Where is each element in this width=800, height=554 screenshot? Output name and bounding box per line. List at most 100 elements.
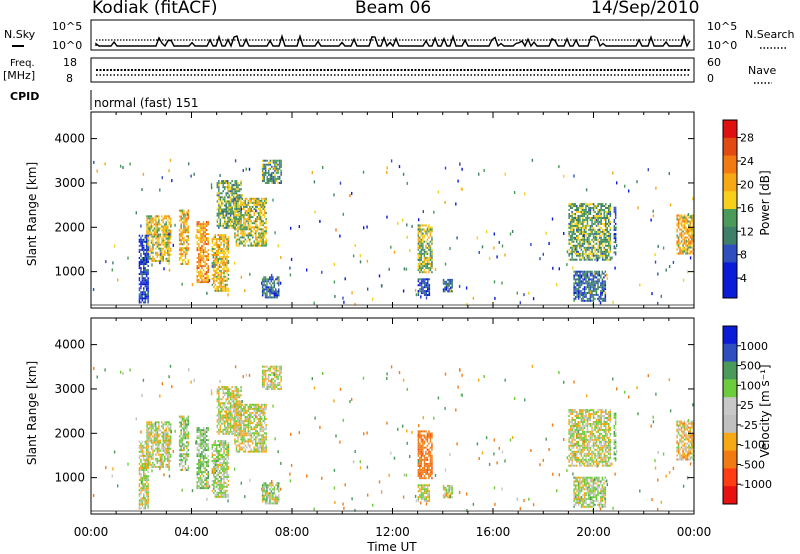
data-cell bbox=[224, 279, 227, 282]
data-cell bbox=[207, 439, 209, 442]
data-cell bbox=[244, 444, 247, 447]
data-cell bbox=[237, 184, 239, 187]
scatter-cell bbox=[558, 165, 560, 169]
data-cell bbox=[168, 429, 170, 432]
data-cell bbox=[419, 240, 421, 243]
data-cell bbox=[144, 252, 146, 255]
data-cell bbox=[140, 263, 142, 265]
data-cell bbox=[419, 238, 421, 241]
data-cell bbox=[158, 429, 160, 432]
data-cell bbox=[229, 192, 232, 195]
data-cell bbox=[196, 243, 198, 246]
data-cell bbox=[216, 462, 218, 464]
data-cell bbox=[423, 228, 426, 231]
data-cell bbox=[580, 293, 583, 296]
data-cell bbox=[240, 236, 242, 239]
data-cell bbox=[152, 243, 154, 246]
data-cell bbox=[216, 424, 219, 427]
data-cell bbox=[609, 232, 612, 235]
data-cell bbox=[216, 212, 219, 215]
data-cell bbox=[232, 398, 235, 401]
data-cell bbox=[156, 221, 159, 224]
data-cell bbox=[588, 290, 590, 293]
data-cell bbox=[216, 392, 219, 395]
data-cell bbox=[164, 245, 166, 248]
data-cell bbox=[219, 218, 222, 221]
data-cell bbox=[207, 471, 209, 474]
data-cell bbox=[205, 479, 208, 482]
data-cell bbox=[585, 276, 587, 279]
data-cell bbox=[260, 203, 263, 206]
data-cell bbox=[238, 442, 241, 445]
data-cell bbox=[603, 282, 605, 285]
data-cell bbox=[235, 430, 238, 433]
data-cell bbox=[585, 282, 587, 285]
data-cell bbox=[224, 275, 227, 278]
data-cell bbox=[227, 246, 230, 248]
data-cell bbox=[204, 263, 206, 266]
scatter-cell bbox=[160, 252, 162, 256]
data-cell bbox=[240, 386, 242, 389]
data-cell bbox=[149, 249, 151, 252]
data-cell bbox=[147, 239, 150, 242]
data-cell bbox=[218, 450, 221, 452]
data-cell bbox=[595, 224, 598, 227]
data-cell bbox=[186, 457, 188, 460]
data-cell bbox=[600, 293, 602, 296]
colorbar-swatch bbox=[723, 280, 737, 299]
data-cell bbox=[198, 427, 200, 430]
data-cell bbox=[218, 263, 221, 266]
data-cell bbox=[576, 248, 578, 251]
data-cell bbox=[218, 281, 221, 284]
data-cell bbox=[202, 279, 205, 282]
data-cell bbox=[431, 259, 433, 261]
data-cell bbox=[156, 243, 159, 246]
data-cell bbox=[153, 227, 156, 230]
data-cell bbox=[196, 431, 198, 434]
data-cell bbox=[604, 270, 607, 273]
data-cell bbox=[150, 251, 153, 254]
data-cell bbox=[243, 205, 245, 208]
data-cell bbox=[276, 276, 278, 279]
data-cell bbox=[249, 430, 251, 433]
data-cell bbox=[147, 439, 150, 442]
data-cell bbox=[586, 238, 589, 241]
data-cell bbox=[262, 244, 264, 247]
data-cell bbox=[253, 232, 255, 235]
data-cell bbox=[155, 431, 157, 434]
data-cell bbox=[429, 240, 432, 243]
data-cell bbox=[238, 236, 241, 239]
data-cell bbox=[571, 232, 573, 235]
scatter-cell bbox=[689, 256, 692, 260]
data-cell bbox=[238, 242, 241, 245]
data-cell bbox=[249, 450, 251, 453]
data-cell bbox=[158, 447, 160, 450]
data-cell bbox=[576, 230, 578, 233]
data-cell bbox=[211, 238, 214, 241]
data-cell bbox=[592, 246, 595, 249]
data-cell bbox=[585, 240, 587, 243]
data-cell bbox=[241, 234, 244, 237]
data-cell bbox=[180, 211, 182, 214]
data-cell bbox=[146, 427, 148, 430]
data-cell bbox=[216, 259, 218, 262]
data-cell bbox=[272, 290, 274, 293]
scatter-cell bbox=[321, 270, 323, 274]
data-cell bbox=[571, 236, 573, 239]
data-cell bbox=[158, 245, 160, 248]
data-cell bbox=[253, 228, 255, 231]
data-cell bbox=[221, 182, 223, 185]
nsky-tick-high: 10^5 bbox=[52, 20, 82, 33]
data-cell bbox=[169, 455, 172, 458]
data-cell bbox=[221, 446, 224, 449]
data-cell bbox=[689, 234, 692, 237]
data-cell bbox=[226, 265, 228, 268]
data-cell bbox=[196, 267, 198, 270]
scatter-cell bbox=[682, 278, 685, 282]
data-cell bbox=[569, 236, 572, 239]
data-cell bbox=[228, 396, 230, 399]
data-cell bbox=[226, 269, 228, 272]
data-cell bbox=[240, 212, 242, 214]
data-cell bbox=[201, 485, 203, 488]
data-cell bbox=[187, 423, 190, 426]
